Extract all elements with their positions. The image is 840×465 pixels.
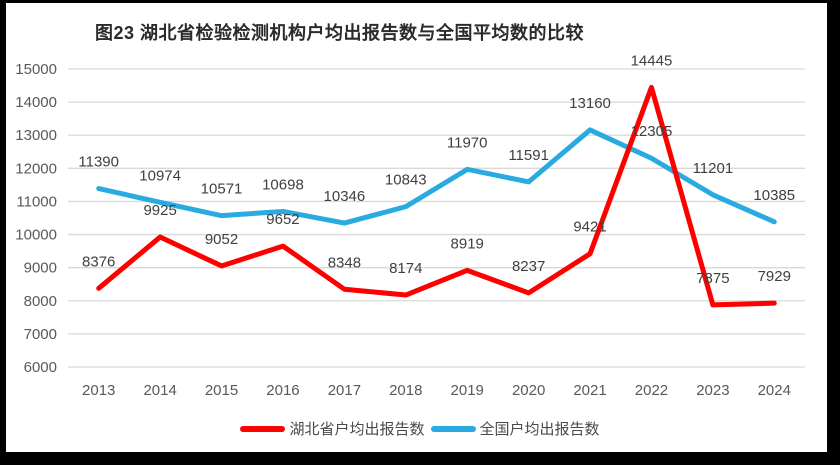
y-axis-tick-label: 9000 (24, 260, 57, 277)
data-label-national: 10571 (201, 181, 243, 198)
y-axis-tick-label: 7000 (24, 326, 57, 343)
chart-title: 图23 湖北省检验检测机构户均出报告数与全国平均数的比较 (95, 23, 585, 43)
y-axis-tick-label: 10000 (15, 227, 57, 244)
series-line-national (96, 127, 777, 226)
legend-label-national: 全国户均出报告数 (479, 421, 600, 438)
data-label-hubei: 8237 (512, 258, 545, 275)
legend-label-hubei: 湖北省户均出报告数 (289, 421, 425, 438)
legend-swatch-national (430, 425, 476, 432)
legend-swatch-hubei (240, 425, 286, 432)
legend-item-hubei: 湖北省户均出报告数 (240, 418, 425, 439)
x-axis-tick-label: 2021 (573, 382, 606, 399)
x-axis-tick-label: 2015 (205, 382, 238, 399)
data-label-hubei: 7875 (696, 270, 729, 287)
data-label-national: 10385 (753, 187, 795, 204)
data-label-national: 12305 (631, 123, 673, 140)
data-label-national: 11201 (693, 160, 734, 177)
data-label-national: 10843 (385, 172, 427, 189)
y-axis-tick-label: 12000 (15, 160, 57, 177)
data-label-national: 11591 (508, 147, 549, 164)
data-label-national: 13160 (569, 95, 611, 112)
x-axis-tick-label: 2024 (758, 382, 791, 399)
data-label-national: 10698 (262, 176, 304, 193)
x-axis-tick-label: 2019 (451, 382, 484, 399)
data-label-hubei: 9652 (266, 211, 299, 228)
data-label-national: 11390 (78, 154, 119, 171)
data-label-hubei: 9052 (205, 231, 238, 248)
legend: 湖北省户均出报告数 全国户均出报告数 (0, 418, 840, 439)
y-axis-tick-label: 14000 (15, 94, 57, 111)
y-axis-tick-label: 13000 (15, 127, 57, 144)
data-label-hubei: 8919 (451, 235, 484, 252)
data-label-national: 11970 (447, 134, 488, 151)
x-axis-tick-label: 2017 (328, 382, 361, 399)
data-label-hubei: 9421 (573, 219, 606, 236)
data-label-national: 10974 (139, 167, 181, 184)
x-axis-tick-label: 2013 (82, 382, 115, 399)
data-label-national: 10346 (324, 188, 366, 205)
y-axis-tick-label: 15000 (15, 61, 57, 78)
x-axis-tick-label: 2014 (143, 382, 176, 399)
x-axis-tick-label: 2023 (696, 382, 729, 399)
x-axis-tick-label: 2022 (635, 382, 668, 399)
data-label-hubei: 14445 (631, 52, 673, 69)
series-line-hubei (96, 84, 777, 308)
y-axis-tick-label: 11000 (16, 193, 57, 210)
y-axis-tick-label: 8000 (24, 293, 57, 310)
x-axis-tick-label: 2020 (512, 382, 545, 399)
data-label-hubei: 8376 (82, 253, 115, 270)
legend-item-national: 全国户均出报告数 (430, 418, 600, 439)
data-label-hubei: 9925 (143, 202, 176, 219)
x-axis-tick-label: 2018 (389, 382, 422, 399)
data-label-hubei: 7929 (758, 268, 791, 285)
data-label-hubei: 8348 (328, 254, 361, 271)
data-label-hubei: 8174 (389, 260, 422, 277)
x-axis-tick-label: 2016 (266, 382, 299, 399)
y-axis-tick-label: 6000 (24, 359, 57, 376)
